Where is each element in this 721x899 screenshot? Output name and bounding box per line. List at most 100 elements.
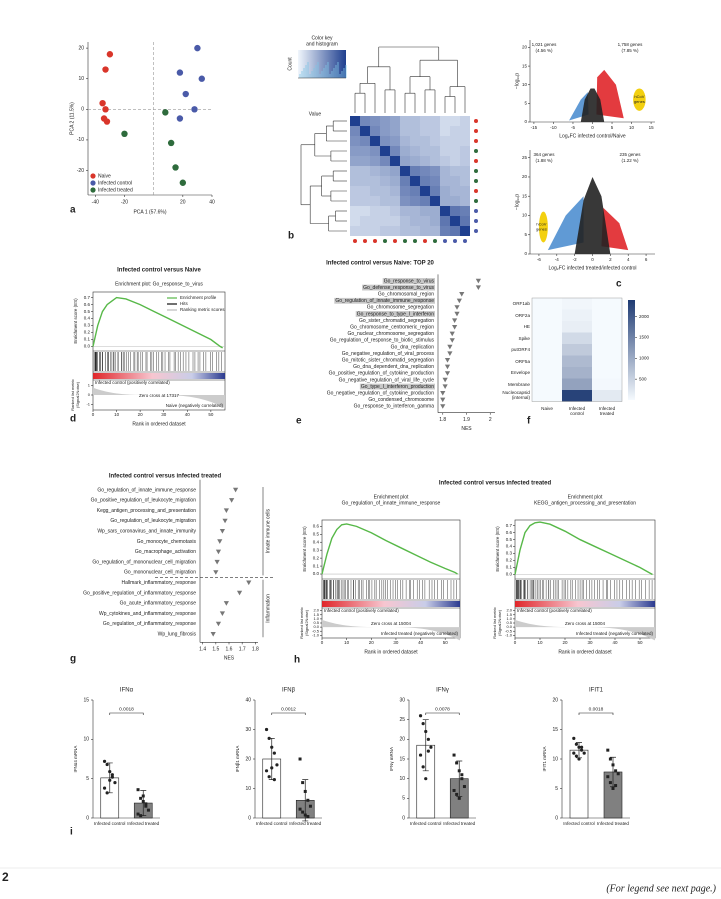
y-tick-label: 0.0	[313, 624, 319, 629]
point	[136, 812, 140, 816]
heatmap-cell	[460, 186, 470, 196]
significance-bracket	[271, 712, 306, 715]
heatmap-cell	[420, 166, 430, 176]
rank-bar	[322, 601, 460, 607]
p-value: 0.0018	[119, 706, 134, 712]
heatmap-cell	[400, 116, 410, 126]
heatmap-cell	[360, 186, 370, 196]
row-label: Membrane	[508, 381, 530, 387]
nes-marker	[229, 498, 235, 503]
heatmap-cell	[592, 298, 622, 310]
x-tick-label: 0	[321, 640, 324, 645]
panel-label: f	[527, 416, 531, 427]
point	[110, 773, 114, 777]
heatmap-cell	[360, 136, 370, 146]
heatmap-cell	[350, 146, 360, 156]
y-tick-label: 10	[522, 82, 528, 87]
heatmap-cell	[592, 309, 622, 321]
term-label: Go_nuclear_chromosome_segregation	[348, 331, 435, 337]
heatmap-cell	[440, 156, 450, 166]
heatmap-cell	[420, 176, 430, 186]
y-tick-label: 0	[555, 815, 558, 821]
nes-marker	[447, 344, 453, 350]
heatmap-cell	[410, 206, 420, 216]
heatmap-cell	[460, 206, 470, 216]
point	[301, 781, 305, 785]
heatmap-cell	[562, 344, 592, 356]
x-axis-label: Log₂FC infected treated/infected control	[548, 265, 636, 271]
neg-label: Infected treated (negatively correlated)	[576, 631, 654, 636]
row-label: putORF4	[511, 347, 530, 352]
row-label-box: Envelope	[511, 370, 530, 375]
nes-marker	[449, 331, 455, 337]
heatmap-cell	[390, 136, 400, 146]
legend-label: Infected control	[98, 180, 132, 186]
nes-marker	[475, 285, 481, 290]
nes-marker	[454, 311, 460, 317]
point	[102, 106, 109, 113]
term-label: Go_condensed_chromosome	[368, 397, 434, 403]
heatmap-cell	[532, 355, 562, 367]
point	[105, 791, 109, 795]
point	[460, 773, 464, 777]
nes-marker	[223, 601, 229, 606]
y-axis-label: Ranked list metric	[70, 379, 75, 411]
heatmap-cell	[450, 196, 460, 206]
y-axis-label: IFNβ1 mRNA	[235, 746, 240, 773]
point	[141, 799, 145, 803]
point	[176, 69, 184, 76]
term-label: Go_chromosomal_region	[378, 292, 434, 298]
point	[614, 784, 618, 788]
point	[306, 798, 310, 802]
row-label: ORF2a	[515, 312, 530, 318]
heatmap-cell	[420, 186, 430, 196]
x-tick-label: 6	[645, 257, 648, 262]
pos-label: Infected control (positively correlated)	[95, 380, 170, 385]
heatmap-cell	[370, 206, 380, 216]
point	[267, 736, 271, 740]
point	[108, 778, 112, 782]
point	[572, 736, 576, 740]
significance-bracket	[425, 712, 460, 715]
heatmap-cell	[450, 116, 460, 126]
nes-marker	[444, 371, 451, 376]
term-label: Go_response_to_interferon_gamma	[354, 404, 435, 410]
point	[144, 802, 148, 806]
hcov-cloud	[538, 211, 548, 243]
heatmap-cell	[380, 196, 390, 206]
heatmap-cell	[440, 196, 450, 206]
point	[272, 751, 276, 755]
heatmap-cell	[380, 176, 390, 186]
y-tick-label: 0.7	[506, 523, 513, 528]
term-highlight	[382, 278, 435, 284]
heatmap-cell	[592, 355, 622, 367]
gsea-title: Infected control versus infected treated	[439, 481, 552, 487]
rank-bar	[93, 373, 225, 379]
y-tick-label: 40	[245, 697, 251, 703]
heatmap-cell	[430, 186, 440, 196]
volcano-cloud	[601, 207, 629, 251]
x-axis-label: Rank in ordered dataset	[132, 421, 186, 427]
heatmap-cell	[562, 355, 592, 367]
x-axis-label: Rank in ordered dataset	[558, 649, 612, 655]
y-tick-label: 15	[522, 193, 528, 198]
heatmap-cell	[420, 216, 430, 226]
term-label: Go_negative_regulation_of_viral_process	[342, 351, 435, 357]
heatmap-cell	[400, 136, 410, 146]
heatmap-cell	[450, 136, 460, 146]
nes-marker	[232, 487, 239, 493]
heatmap-cell	[380, 126, 390, 136]
x-tick-label: -2	[573, 257, 577, 262]
heatmap-cell	[400, 186, 410, 196]
term-label: Go_dna_dependent_dna_replication	[353, 364, 434, 370]
heatmap-cell	[592, 344, 622, 356]
x-tick-label: 10	[114, 412, 120, 417]
heatmap-cell	[562, 321, 592, 333]
nes-marker	[246, 580, 252, 586]
heatmap-cell	[440, 206, 450, 216]
y-tick-label: 0.6	[313, 524, 320, 529]
heatmap-cell	[360, 196, 370, 206]
nes-marker	[442, 377, 448, 383]
sample-dot	[363, 239, 367, 243]
y-tick-label: 15	[83, 697, 89, 703]
